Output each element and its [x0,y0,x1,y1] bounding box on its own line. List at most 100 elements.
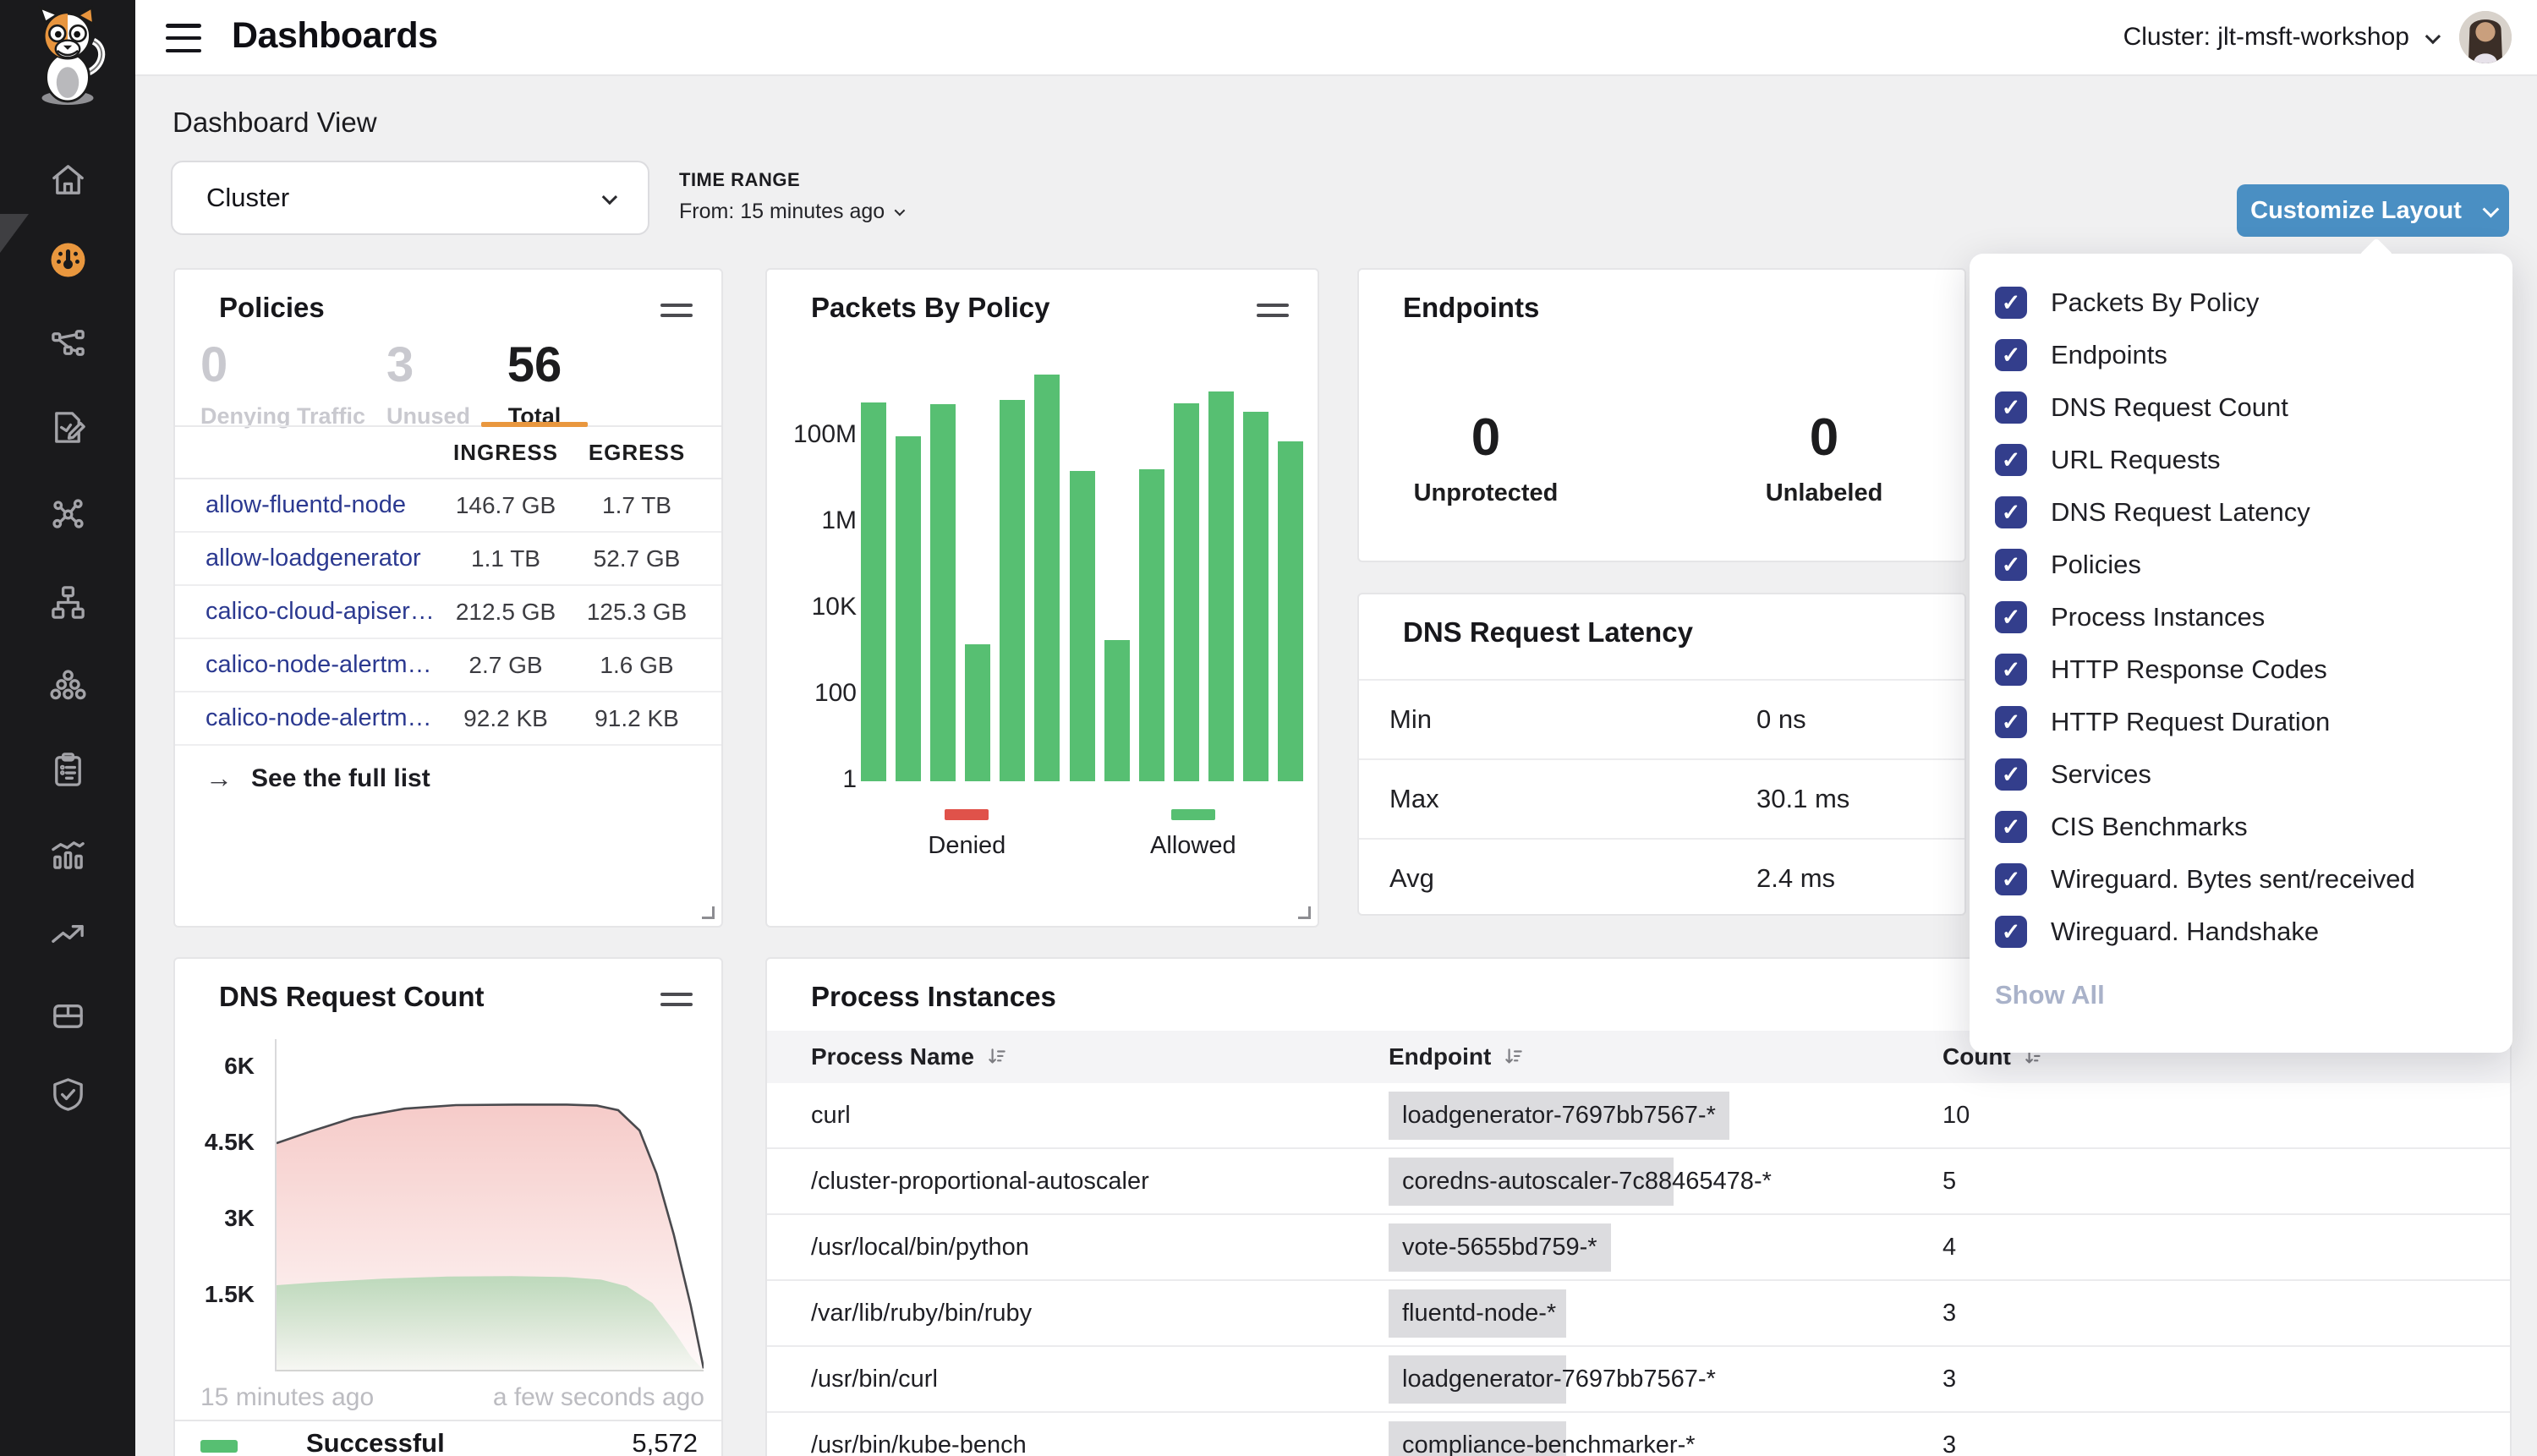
stat-unused[interactable]: 3 Unused [386,337,471,430]
allowed-packets-bar[interactable] [1000,399,1026,781]
policy-link[interactable]: calico-cloud-apiserver-… [205,598,442,625]
customize-layout-button[interactable]: Customize Layout [2237,184,2509,237]
layout-option-dns-request-latency[interactable]: ✓ DNS Request Latency [1970,486,2512,539]
sidebar-item-endpoints[interactable] [0,578,135,626]
allowed-packets-bar[interactable] [860,402,886,781]
checkbox-checked-icon[interactable]: ✓ [1995,601,2027,633]
allowed-packets-bar[interactable] [929,404,956,781]
drag-handle-icon[interactable] [1257,304,1289,324]
card-title: Process Instances [811,981,1056,1012]
layout-option-process-instances[interactable]: ✓ Process Instances [1970,591,2512,643]
sidebar-item-home[interactable] [0,156,135,203]
layout-option-packets-by-policy[interactable]: ✓ Packets By Policy [1970,276,2512,329]
resize-handle[interactable] [1298,906,1311,919]
sidebar-item-network[interactable] [0,490,135,538]
allowed-packets-bar[interactable] [1173,403,1199,781]
egress-value: 91.2 KB [595,704,679,731]
endpoint-value[interactable]: loadgenerator-7697bb7567-* [1389,1355,1729,1404]
latency-value: 30.1 ms [1756,784,1850,813]
process-row: /var/lib/ruby/bin/ruby fluentd-node-* 3 [767,1281,2510,1347]
user-avatar[interactable] [2459,11,2512,63]
layout-option-url-requests[interactable]: ✓ URL Requests [1970,434,2512,486]
y-axis-tick: 100 [814,679,857,707]
endpoint-value[interactable]: coredns-autoscaler-7c88465478-* [1389,1157,1785,1206]
count-value: 3 [1942,1299,1957,1327]
policy-link[interactable]: allow-fluentd-node [205,491,406,518]
time-range-from[interactable]: From: 15 minutes ago [679,200,906,224]
allowed-packets-bar[interactable] [965,644,991,781]
allowed-packets-bar[interactable] [1243,412,1269,781]
allowed-packets-bar[interactable] [1069,470,1095,781]
checkbox-checked-icon[interactable]: ✓ [1995,654,2027,686]
dns-legend-row[interactable]: Successful 5,572 [175,1420,721,1456]
sidebar-item-service-graph[interactable] [0,320,135,367]
allowed-packets-bar[interactable] [1138,469,1164,781]
allowed-packets-bar[interactable] [895,436,921,781]
layout-option-http-response-codes[interactable]: ✓ HTTP Response Codes [1970,643,2512,696]
checkbox-checked-icon[interactable]: ✓ [1995,758,2027,791]
checkbox-checked-icon[interactable]: ✓ [1995,391,2027,424]
successful-area [277,1276,704,1371]
policy-row: calico-node-alertmana… 2.7 GB 1.6 GB [175,639,721,692]
checkbox-checked-icon[interactable]: ✓ [1995,706,2027,738]
process-name-column-header[interactable]: Process Name [811,1043,1389,1070]
sidebar-item-dashboards[interactable] [0,236,135,283]
checkbox-checked-icon[interactable]: ✓ [1995,811,2027,843]
drag-handle-icon[interactable] [660,993,693,1013]
checkbox-checked-icon[interactable]: ✓ [1995,444,2027,476]
legend-value: 5,572 [632,1428,698,1456]
layout-option-dns-request-count[interactable]: ✓ DNS Request Count [1970,381,2512,434]
allowed-packets-bar[interactable] [1034,375,1060,781]
policy-link[interactable]: calico-node-alertmana… [205,651,442,678]
allowed-packets-bar[interactable] [1104,639,1130,781]
sidebar-item-trends[interactable] [0,910,135,957]
legend-item-allowed[interactable]: Allowed [1150,809,1236,860]
chevron-down-icon [2425,28,2441,44]
show-all-link[interactable]: Show All [1995,980,2105,1010]
policy-link[interactable]: allow-loadgenerator [205,545,421,572]
sidebar-item-manage[interactable] [0,990,135,1037]
sidebar-item-activity[interactable] [0,829,135,877]
layout-option-endpoints[interactable]: ✓ Endpoints [1970,329,2512,381]
see-full-list-link[interactable]: → See the full list [205,763,430,793]
process-row: /usr/bin/kube-bench compliance-benchmarke… [767,1413,2510,1456]
stat-total[interactable]: 56 Total [507,337,562,430]
sidebar-item-clusters[interactable] [0,662,135,709]
resize-handle[interactable] [702,906,715,919]
checkbox-checked-icon[interactable]: ✓ [1995,916,2027,948]
drag-handle-icon[interactable] [660,304,693,324]
layout-option-http-request-duration[interactable]: ✓ HTTP Request Duration [1970,696,2512,748]
x-axis-labels: 15 minutes ago a few seconds ago [200,1383,704,1411]
allowed-packets-bar[interactable] [1208,391,1235,781]
allowed-packets-bar[interactable] [1278,441,1304,781]
layout-option-wireguard-handshake[interactable]: ✓ Wireguard. Handshake [1970,906,2512,958]
endpoint-column-header[interactable]: Endpoint [1389,1043,1942,1070]
sidebar-item-policies[interactable] [0,403,135,451]
endpoints-card: Endpoints 0 Unprotected 0 Unlabeled [1357,268,1966,562]
endpoint-value[interactable]: compliance-benchmarker-* [1389,1420,1709,1456]
dashboard-view-select[interactable]: Cluster [171,161,649,235]
checkbox-checked-icon[interactable]: ✓ [1995,496,2027,528]
legend-label: Allowed [1150,832,1236,859]
layout-option-services[interactable]: ✓ Services [1970,748,2512,801]
policy-link[interactable]: calico-node-alertmana… [205,704,442,731]
layout-option-policies[interactable]: ✓ Policies [1970,539,2512,591]
checkbox-checked-icon[interactable]: ✓ [1995,863,2027,895]
endpoint-value[interactable]: fluentd-node-* [1389,1289,1570,1338]
checkbox-checked-icon[interactable]: ✓ [1995,549,2027,581]
checkbox-checked-icon[interactable]: ✓ [1995,339,2027,371]
layout-option-wireguard-bytes-sent-received[interactable]: ✓ Wireguard. Bytes sent/received [1970,853,2512,906]
stat-denying-traffic[interactable]: 0 Denying Traffic [200,337,366,430]
card-title: Policies [219,292,325,323]
layout-option-cis-benchmarks[interactable]: ✓ CIS Benchmarks [1970,801,2512,853]
hamburger-menu-icon[interactable] [166,24,201,52]
checkbox-checked-icon[interactable]: ✓ [1995,287,2027,319]
legend-item-denied[interactable]: Denied [928,809,1005,860]
endpoint-value[interactable]: loadgenerator-7697bb7567-* [1389,1091,1729,1140]
sidebar-item-security[interactable] [0,1070,135,1118]
stat-unprotected: 0 Unprotected [1413,408,1559,507]
cluster-switcher[interactable]: Cluster: jlt-msft-workshop [2123,23,2441,52]
policy-row: allow-loadgenerator 1.1 TB 52.7 GB [175,533,721,586]
sidebar-item-compliance[interactable] [0,746,135,793]
endpoint-value[interactable]: vote-5655bd759-* [1389,1223,1611,1272]
